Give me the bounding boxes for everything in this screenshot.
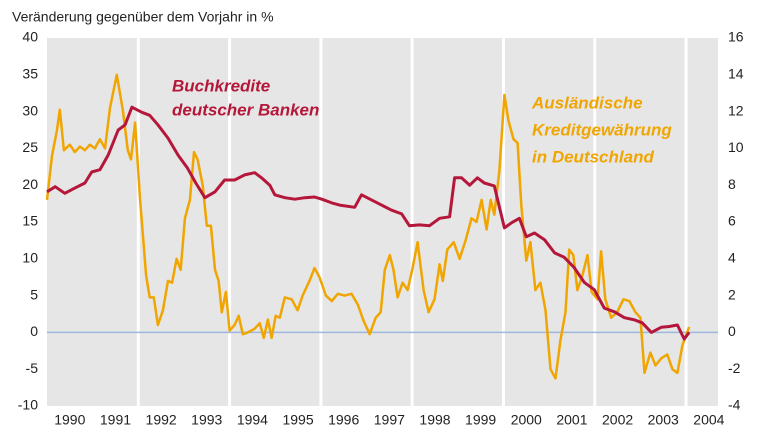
plot-background	[47, 38, 718, 406]
y2-tick-label: -2	[728, 360, 741, 376]
y2-tick-label: 12	[728, 102, 744, 118]
y-tick-label: 30	[22, 102, 38, 118]
x-tick-label: 1991	[100, 412, 131, 428]
y-tick-label: -5	[26, 360, 39, 376]
x-tick-label: 1994	[237, 412, 268, 428]
y-tick-label: -10	[18, 397, 38, 413]
y2-tick-label: -4	[728, 397, 741, 413]
y-tick-label: 15	[22, 213, 38, 229]
series-line	[46, 105, 691, 341]
y2-tick-label: 2	[728, 286, 736, 302]
y2-tick-label: 14	[728, 66, 744, 82]
y2-tick-label: 8	[728, 176, 736, 192]
y-tick-label: 5	[30, 286, 38, 302]
y2-tick-label: 4	[728, 250, 736, 266]
y-tick-label: 40	[22, 29, 38, 45]
x-tick-label: 1990	[54, 412, 85, 428]
annotation: Kreditgewährung	[532, 120, 672, 139]
y-tick-label: 0	[30, 323, 38, 339]
y-tick-label: 10	[22, 250, 38, 266]
y2-tick-label: 0	[728, 323, 736, 339]
x-tick-label: 2001	[556, 412, 587, 428]
annotation: deutscher Banken	[172, 100, 319, 119]
x-tick-label: 2000	[511, 412, 542, 428]
y2-tick-label: 6	[728, 213, 736, 229]
y2-tick-label: 16	[728, 29, 744, 45]
x-tick-label: 2002	[602, 412, 633, 428]
annotation: Ausländische	[531, 93, 643, 112]
x-tick-label: 1999	[465, 412, 496, 428]
x-tick-label: 1996	[328, 412, 359, 428]
x-tick-label: 2004	[693, 412, 724, 428]
y-tick-label: 25	[22, 139, 38, 155]
annotation: in Deutschland	[532, 147, 654, 166]
x-tick-label: 1992	[146, 412, 177, 428]
annotation: Buchkredite	[172, 76, 270, 95]
y-axis-label: Veränderung gegenüber dem Vorjahr in %	[12, 9, 274, 25]
x-tick-label: 1995	[282, 412, 313, 428]
y-tick-label: 20	[22, 176, 38, 192]
x-tick-label: 2003	[648, 412, 679, 428]
y2-tick-label: 10	[728, 139, 744, 155]
x-tick-label: 1998	[419, 412, 450, 428]
x-tick-label: 1997	[374, 412, 405, 428]
x-tick-label: 1993	[191, 412, 222, 428]
y-tick-label: 35	[22, 66, 38, 82]
